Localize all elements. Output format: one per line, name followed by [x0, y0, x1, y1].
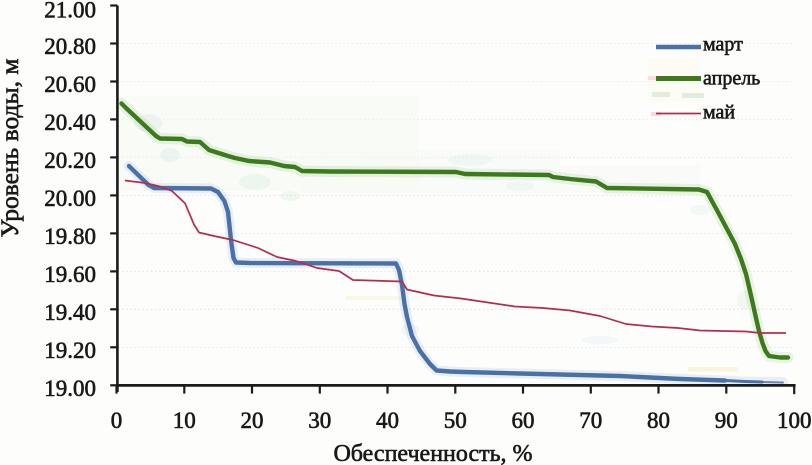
svg-text:19.60: 19.60	[44, 262, 96, 287]
svg-text:19.20: 19.20	[44, 338, 96, 363]
svg-text:21.00: 21.00	[44, 0, 96, 22]
svg-text:19.80: 19.80	[44, 224, 96, 249]
svg-text:50: 50	[444, 408, 467, 433]
svg-text:апрель: апрель	[703, 68, 760, 90]
svg-text:20.20: 20.20	[44, 148, 96, 173]
svg-text:80: 80	[647, 408, 670, 433]
svg-text:40: 40	[376, 408, 399, 433]
svg-text:май: май	[703, 102, 735, 124]
svg-text:19.40: 19.40	[44, 300, 96, 325]
svg-text:март: март	[703, 34, 743, 56]
svg-text:100: 100	[777, 408, 812, 433]
svg-text:20.60: 20.60	[44, 72, 96, 97]
svg-text:0: 0	[111, 408, 123, 433]
svg-text:Обеспеченность, %: Обеспеченность, %	[333, 441, 532, 465]
svg-text:19.00: 19.00	[44, 376, 96, 401]
svg-text:90: 90	[715, 408, 738, 433]
svg-text:20: 20	[241, 408, 264, 433]
svg-text:20.00: 20.00	[44, 186, 96, 211]
svg-text:70: 70	[579, 408, 602, 433]
svg-text:20.80: 20.80	[44, 34, 96, 59]
svg-text:20.40: 20.40	[44, 110, 96, 135]
svg-text:Уровень воды, м: Уровень воды, м	[0, 58, 24, 237]
svg-text:60: 60	[512, 408, 535, 433]
svg-text:10: 10	[173, 408, 196, 433]
svg-text:30: 30	[308, 408, 331, 433]
